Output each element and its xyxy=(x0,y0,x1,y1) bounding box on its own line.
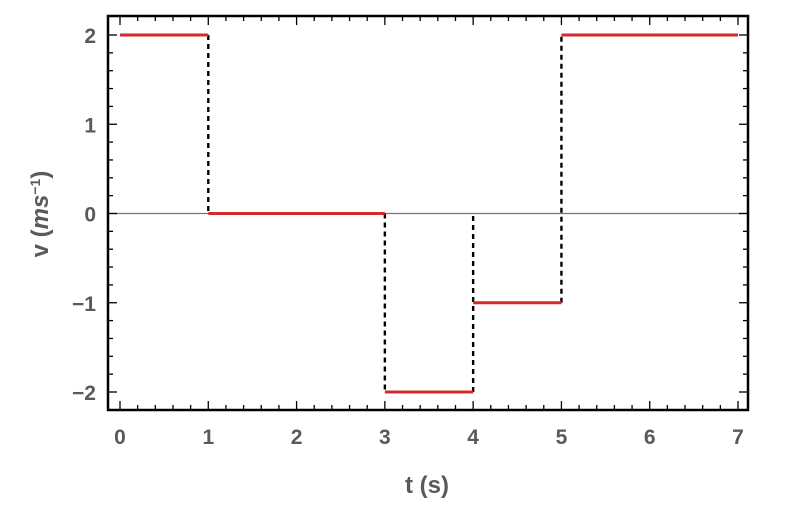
y-tick-label: 0 xyxy=(84,204,96,227)
x-tick-label: 3 xyxy=(379,426,391,449)
marks-layer xyxy=(120,33,738,394)
x-tick-label: 4 xyxy=(467,426,479,449)
x-tick-label: 2 xyxy=(291,426,303,449)
y-axis-label-close: ) xyxy=(27,171,54,179)
x-tick-label: 1 xyxy=(202,426,214,449)
x-axis-label: t (s) xyxy=(405,472,449,499)
frame-layer: 0 1 2 3 4 5 6 7 2 1 0 −1 −2 xyxy=(72,14,750,449)
x-tick-label: 7 xyxy=(732,426,744,449)
y-axis-label-main: v ( xyxy=(27,229,54,257)
y-axis-label-unit: ms xyxy=(27,195,54,230)
y-tick-label: −1 xyxy=(72,293,96,316)
y-tick-label: −2 xyxy=(72,382,96,405)
y-tick-label: 2 xyxy=(84,25,96,48)
y-tick-label: 1 xyxy=(84,114,96,137)
y-axis-label: v (ms−1) xyxy=(27,171,54,258)
x-tick-label: 0 xyxy=(114,426,126,449)
x-tick-label: 5 xyxy=(556,426,568,449)
x-tick-label: 6 xyxy=(644,426,656,449)
y-axis-label-exponent: −1 xyxy=(27,178,43,194)
